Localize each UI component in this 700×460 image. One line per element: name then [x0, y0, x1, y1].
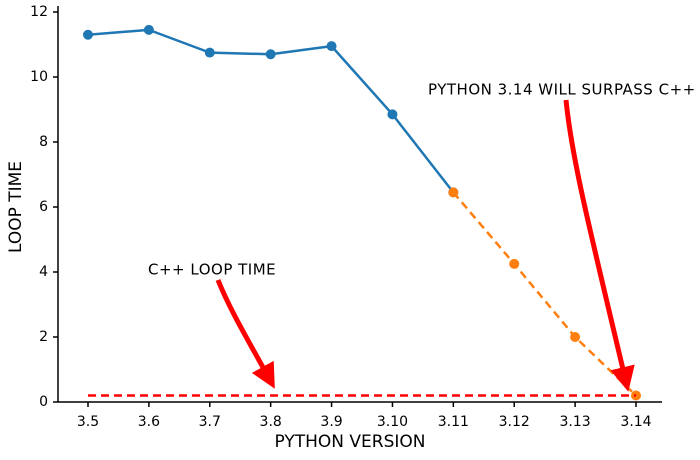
point — [265, 49, 276, 60]
x-tick-label: 3.5 — [77, 414, 99, 430]
x-tick-label: 3.8 — [260, 414, 282, 430]
arrow — [215, 279, 275, 389]
x-tick-label: 3.6 — [138, 414, 160, 430]
x-tick-label: 3.11 — [438, 414, 469, 430]
arrow — [563, 99, 635, 392]
y-tick-label: 0 — [39, 394, 48, 410]
x-tick-label: 3.13 — [560, 414, 591, 430]
y-tick-label: 10 — [30, 69, 48, 85]
annotation: C++ LOOP TIME — [148, 261, 276, 279]
point — [570, 332, 581, 342]
y-tick-label: 8 — [39, 134, 48, 150]
point — [448, 187, 459, 198]
x-tick-label: 3.12 — [499, 414, 530, 430]
line — [452, 191, 637, 397]
plot-area: 0 2 4 6 8 10 12 3.5 3.6 3.7 3.8 3.9 3.10 3.11 3.12 3.13… — [30, 4, 662, 430]
y-tick-label: 12 — [30, 4, 48, 20]
y-tick-label: 2 — [39, 329, 48, 345]
x-tick-label: 3.9 — [320, 414, 342, 430]
x-tick-label: 3.10 — [377, 414, 408, 430]
point — [83, 29, 93, 40]
y-axis-label: LOOP TIME — [6, 161, 26, 253]
annotation: PYTHON 3.14 WILL SURPASS C++ — [428, 81, 696, 99]
x-tick-label: 3.7 — [199, 414, 221, 430]
point — [204, 47, 215, 58]
point — [509, 258, 520, 269]
y-tick-label: 6 — [39, 199, 48, 215]
y-tick-label: 4 — [39, 264, 48, 280]
x-axis-label: PYTHON VERSION — [274, 432, 425, 452]
point — [326, 41, 337, 52]
point — [387, 109, 398, 120]
x-tick-label: 3.14 — [620, 414, 651, 430]
point — [143, 24, 154, 35]
